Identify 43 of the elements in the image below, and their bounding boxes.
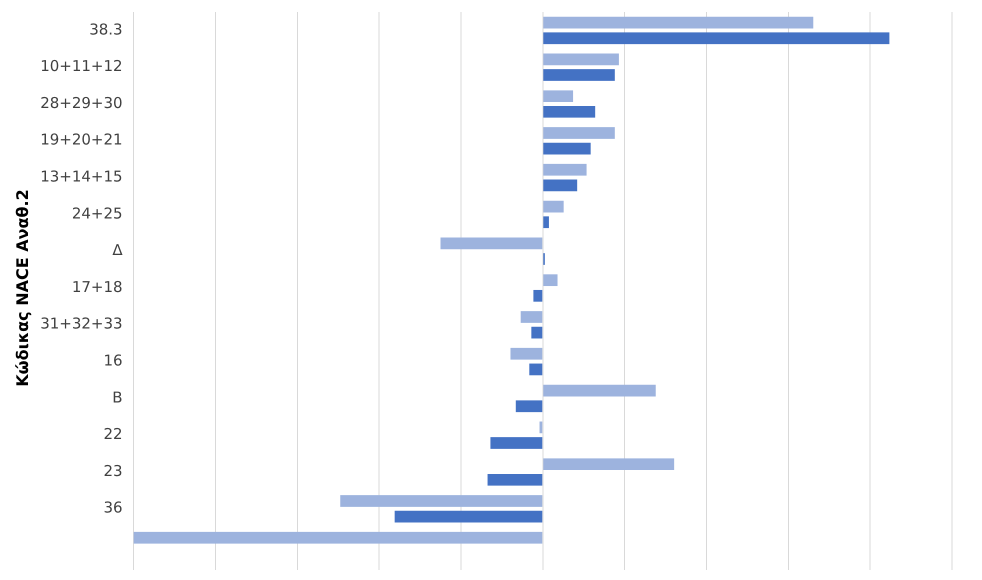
bar — [543, 16, 814, 28]
bar — [543, 274, 558, 286]
y-tick-label: 17+18 — [72, 278, 123, 296]
y-tick-label: 24+25 — [72, 204, 123, 222]
bar — [340, 495, 542, 507]
y-tick-label: 16 — [104, 351, 123, 370]
bar — [543, 106, 596, 118]
bar — [134, 532, 542, 544]
bar — [510, 348, 542, 360]
bar — [543, 142, 591, 154]
bar — [543, 69, 615, 81]
bar — [543, 180, 578, 192]
y-tick-label: 13+14+15 — [40, 167, 123, 186]
bar — [543, 127, 615, 139]
bar — [440, 238, 542, 250]
bar — [520, 311, 542, 323]
bar — [490, 437, 542, 449]
bar — [543, 164, 587, 176]
y-tick-label: 10+11+12 — [40, 57, 123, 76]
y-tick-label: 19+20+21 — [40, 130, 123, 149]
bar — [516, 400, 542, 412]
y-tick-label: Δ — [112, 241, 124, 260]
y-tick-label: 38.3 — [89, 20, 123, 38]
bar — [543, 90, 574, 102]
bar — [543, 458, 674, 470]
bar — [540, 422, 542, 434]
bar — [533, 290, 542, 302]
y-tick-label: 28+29+30 — [40, 94, 123, 112]
bar — [543, 200, 564, 212]
y-tick-label: 22 — [104, 425, 123, 444]
bar — [543, 54, 619, 66]
bar — [543, 216, 549, 228]
bar — [543, 384, 656, 396]
bar — [394, 510, 542, 522]
bar — [488, 474, 542, 486]
bar — [531, 326, 542, 338]
bar — [529, 364, 542, 376]
bar — [543, 32, 890, 44]
y-tick-label: B — [112, 388, 123, 406]
y-tick-label: 31+32+33 — [40, 314, 123, 333]
y-tick-label: 36 — [104, 498, 123, 517]
y-axis-title: Κώδικας NACE Αναθ.2 — [12, 189, 32, 387]
y-tick-label: 23 — [104, 462, 123, 480]
